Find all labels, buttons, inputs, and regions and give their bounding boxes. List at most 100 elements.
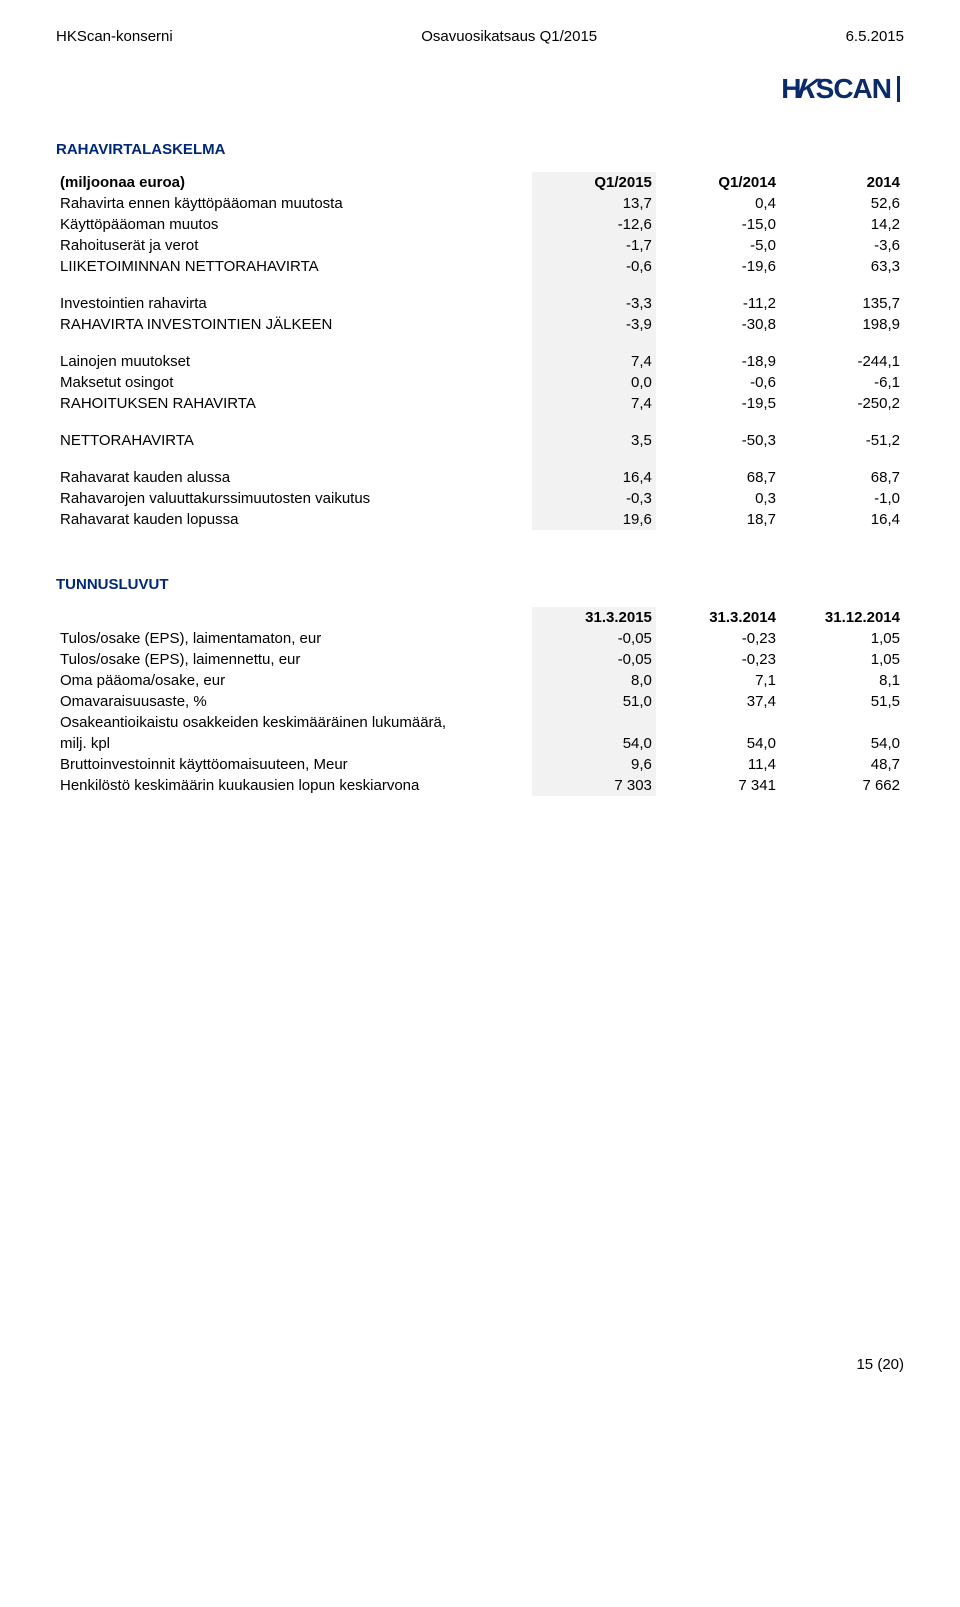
- multirow-c1: 54,0: [532, 733, 656, 754]
- cashflow-end: Rahavarat kauden alussa16,468,768,7Rahav…: [56, 467, 904, 530]
- row-label: Tulos/osake (EPS), laimennettu, eur: [56, 649, 532, 670]
- row-label: Maksetut osingot: [56, 372, 532, 393]
- cashflow-table: (miljoonaa euroa) Q1/2015 Q1/2014 2014 R…: [56, 172, 904, 530]
- table-row: Omavaraisuusaste, %51,037,451,5: [56, 691, 904, 712]
- row-val-2: 18,7: [656, 509, 780, 530]
- row-val-3: -250,2: [780, 393, 904, 414]
- header-center: Osavuosikatsaus Q1/2015: [421, 28, 597, 45]
- row-val-1: 51,0: [532, 691, 656, 712]
- header-right: 6.5.2015: [846, 28, 904, 45]
- table-row: Henkilöstö keskimäärin kuukausien lopun …: [56, 775, 904, 796]
- ratios-rows: Tulos/osake (EPS), laimentamaton, eur-0,…: [56, 628, 904, 712]
- row-val-2: -5,0: [656, 235, 780, 256]
- row-val-3: -6,1: [780, 372, 904, 393]
- page-footer: 15 (20): [56, 1356, 904, 1373]
- row-val-2: -15,0: [656, 214, 780, 235]
- row-val-2: -30,8: [656, 314, 780, 335]
- row-val-2: -0,6: [656, 372, 780, 393]
- col-header-2014: 2014: [780, 172, 904, 193]
- logo-text: HKSCAN: [781, 73, 904, 105]
- row-val-1: 0,0: [532, 372, 656, 393]
- row-val-2: -19,5: [656, 393, 780, 414]
- table-row: Rahavarojen valuuttakurssimuutosten vaik…: [56, 488, 904, 509]
- ratios-tail: Bruttoinvestoinnit käyttöomaisuuteen, Me…: [56, 754, 904, 796]
- row-val-3: 8,1: [780, 670, 904, 691]
- ratios-header-row: 31.3.2015 31.3.2014 31.12.2014: [56, 607, 904, 628]
- row-val-1: 7,4: [532, 393, 656, 414]
- row-label: Käyttöpääoman muutos: [56, 214, 532, 235]
- cashflow-title: RAHAVIRTALASKELMA: [56, 141, 904, 158]
- row-label: Rahavarojen valuuttakurssimuutosten vaik…: [56, 488, 532, 509]
- row-val-2: 37,4: [656, 691, 780, 712]
- table-row: NETTORAHAVIRTA3,5-50,3-51,2: [56, 430, 904, 451]
- cashflow-operating: Rahavirta ennen käyttöpääoman muutosta13…: [56, 193, 904, 277]
- row-val-2: 7 341: [656, 775, 780, 796]
- table-row: Rahavarat kauden lopussa19,618,716,4: [56, 509, 904, 530]
- row-val-2: 68,7: [656, 467, 780, 488]
- multirow-c2: 54,0: [656, 733, 780, 754]
- row-label: LIIKETOIMINNAN NETTORAHAVIRTA: [56, 256, 532, 277]
- row-val-1: -0,3: [532, 488, 656, 509]
- cashflow-invest: Investointien rahavirta-3,3-11,2135,7RAH…: [56, 293, 904, 335]
- cashflow-header-row: (miljoonaa euroa) Q1/2015 Q1/2014 2014: [56, 172, 904, 193]
- ratios-table: 31.3.2015 31.3.2014 31.12.2014 Tulos/osa…: [56, 607, 904, 796]
- multirow-c3: 54,0: [780, 733, 904, 754]
- row-val-2: -0,23: [656, 649, 780, 670]
- row-val-2: -11,2: [656, 293, 780, 314]
- row-val-1: -0,05: [532, 628, 656, 649]
- table-row: Rahoituserät ja verot-1,7-5,0-3,6: [56, 235, 904, 256]
- row-val-1: 3,5: [532, 430, 656, 451]
- row-val-2: 0,3: [656, 488, 780, 509]
- table-row: Maksetut osingot0,0-0,6-6,1: [56, 372, 904, 393]
- table-row: Tulos/osake (EPS), laimennettu, eur-0,05…: [56, 649, 904, 670]
- row-val-2: -50,3: [656, 430, 780, 451]
- table-row: Lainojen muutokset7,4-18,9-244,1: [56, 351, 904, 372]
- row-val-3: 135,7: [780, 293, 904, 314]
- row-val-1: 16,4: [532, 467, 656, 488]
- row-label: Lainojen muutokset: [56, 351, 532, 372]
- table-row: LIIKETOIMINNAN NETTORAHAVIRTA-0,6-19,663…: [56, 256, 904, 277]
- row-val-1: -12,6: [532, 214, 656, 235]
- col-header-label: (miljoonaa euroa): [56, 172, 532, 193]
- row-val-1: 9,6: [532, 754, 656, 775]
- row-label: Bruttoinvestoinnit käyttöomaisuuteen, Me…: [56, 754, 532, 775]
- row-val-2: -18,9: [656, 351, 780, 372]
- ratios-multirow-line2: milj. kpl 54,0 54,0 54,0: [56, 733, 904, 754]
- row-val-1: -3,9: [532, 314, 656, 335]
- row-label: Oma pääoma/osake, eur: [56, 670, 532, 691]
- ratios-col-blank: [56, 607, 532, 628]
- brand-logo: HKSCAN: [56, 73, 904, 105]
- row-val-2: -0,23: [656, 628, 780, 649]
- row-label: Rahavarat kauden alussa: [56, 467, 532, 488]
- table-row: Rahavarat kauden alussa16,468,768,7: [56, 467, 904, 488]
- row-label: Henkilöstö keskimäärin kuukausien lopun …: [56, 775, 532, 796]
- row-val-1: 19,6: [532, 509, 656, 530]
- row-val-3: 16,4: [780, 509, 904, 530]
- row-val-3: 48,7: [780, 754, 904, 775]
- row-val-1: 7,4: [532, 351, 656, 372]
- row-label: Rahavirta ennen käyttöpääoman muutosta: [56, 193, 532, 214]
- row-label: Rahavarat kauden lopussa: [56, 509, 532, 530]
- row-label: Investointien rahavirta: [56, 293, 532, 314]
- multirow-label2: milj. kpl: [56, 733, 532, 754]
- row-val-2: 7,1: [656, 670, 780, 691]
- row-val-3: 63,3: [780, 256, 904, 277]
- row-val-2: -19,6: [656, 256, 780, 277]
- row-val-1: 13,7: [532, 193, 656, 214]
- col-header-q12015: Q1/2015: [532, 172, 656, 193]
- table-row: Bruttoinvestoinnit käyttöomaisuuteen, Me…: [56, 754, 904, 775]
- multirow-label1: Osakeantioikaistu osakkeiden keskimääräi…: [56, 712, 532, 733]
- row-label: RAHAVIRTA INVESTOINTIEN JÄLKEEN: [56, 314, 532, 335]
- row-val-3: 198,9: [780, 314, 904, 335]
- ratios-title: TUNNUSLUVUT: [56, 576, 904, 593]
- row-val-3: -244,1: [780, 351, 904, 372]
- ratios-col-31-12-2014: 31.12.2014: [780, 607, 904, 628]
- row-val-3: -1,0: [780, 488, 904, 509]
- ratios-col-31-3-2014: 31.3.2014: [656, 607, 780, 628]
- row-val-2: 0,4: [656, 193, 780, 214]
- table-row: Käyttöpääoman muutos-12,6-15,014,2: [56, 214, 904, 235]
- row-val-3: -51,2: [780, 430, 904, 451]
- row-val-1: 8,0: [532, 670, 656, 691]
- table-row: Oma pääoma/osake, eur8,07,18,1: [56, 670, 904, 691]
- row-val-1: 7 303: [532, 775, 656, 796]
